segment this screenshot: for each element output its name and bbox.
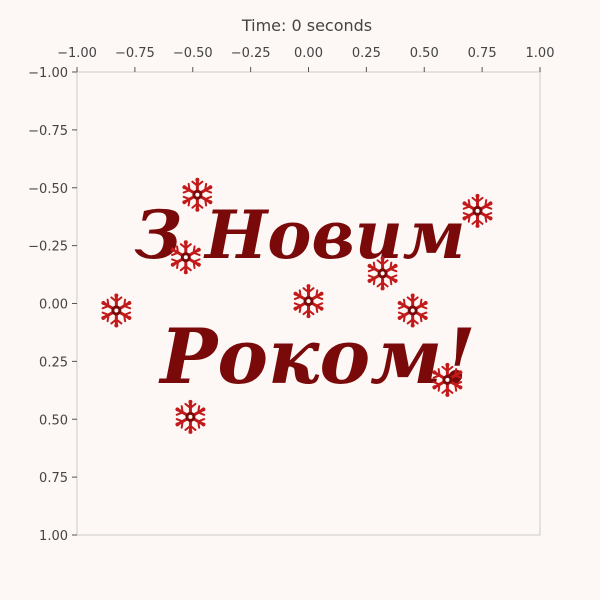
snowflake-icon [367, 256, 398, 291]
y-tick-label: −0.75 [28, 124, 68, 139]
snowflake-icon [397, 293, 428, 328]
x-tick-label: −0.50 [173, 46, 213, 61]
x-tick-label: −1.00 [57, 46, 97, 61]
y-tick-label: 0.75 [39, 471, 68, 486]
snowflake-icon [182, 177, 213, 212]
snowflake-icon [101, 293, 132, 328]
x-tick-label: 0.25 [352, 46, 381, 61]
y-tick-label: 0.25 [39, 355, 68, 370]
y-axis: −1.00 −0.75 −0.50 −0.25 0.00 0.25 0.50 0.75 1.00 [28, 66, 77, 544]
snowflake-icon [462, 193, 493, 228]
greeting-line-1: З Новим [134, 196, 465, 274]
x-axis: −1.00 −0.75 −0.50 −0.25 0.00 0.25 0.50 0.75 1.00 [57, 46, 554, 72]
x-tick-label: 1.00 [526, 46, 555, 61]
snowflake-icon [170, 240, 201, 275]
snowflake-icon [432, 362, 463, 397]
y-tick-label: 1.00 [39, 529, 68, 544]
y-tick-label: 0.50 [39, 413, 68, 428]
greeting-line-2: Роком! [158, 312, 476, 401]
snowflake-icon [175, 399, 206, 434]
y-tick-label: 0.00 [39, 298, 68, 313]
greeting-image: З Новим Роком! [101, 177, 493, 434]
y-tick-label: −1.00 [28, 66, 68, 81]
snowflake-icon [293, 284, 324, 319]
x-tick-label: 0.50 [410, 46, 439, 61]
snowflakes [101, 177, 493, 434]
chart-title: Time: 0 seconds [241, 16, 372, 35]
x-tick-label: 0.00 [294, 46, 323, 61]
x-tick-label: −0.75 [115, 46, 155, 61]
y-tick-label: −0.25 [28, 240, 68, 255]
x-tick-label: −0.25 [231, 46, 271, 61]
x-tick-label: 0.75 [468, 46, 497, 61]
y-tick-label: −0.50 [28, 182, 68, 197]
